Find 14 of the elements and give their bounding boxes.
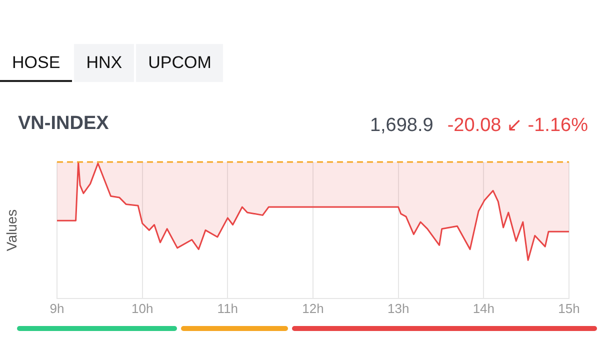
text: UPCOM — [136, 44, 224, 82]
text: -20.08 ↙ -1.16% — [447, 115, 588, 136]
x-tick-label: 13h — [387, 300, 410, 316]
x-tick-label: 9h — [50, 300, 64, 316]
x-tick-label: 14h — [472, 300, 495, 316]
x-tick-label: 12h — [302, 300, 324, 316]
text: HOSE — [0, 44, 72, 82]
chart-title: VN-INDEX — [18, 113, 109, 135]
x-tick-label: 10h — [131, 300, 154, 316]
text: HNX — [74, 44, 134, 82]
x-tick-label: 15h — [558, 300, 580, 316]
chart-subtitle: 1,698.9 — [370, 115, 434, 136]
x-tick-label: 11h — [217, 300, 238, 316]
y-axis-title: Values — [3, 209, 20, 252]
